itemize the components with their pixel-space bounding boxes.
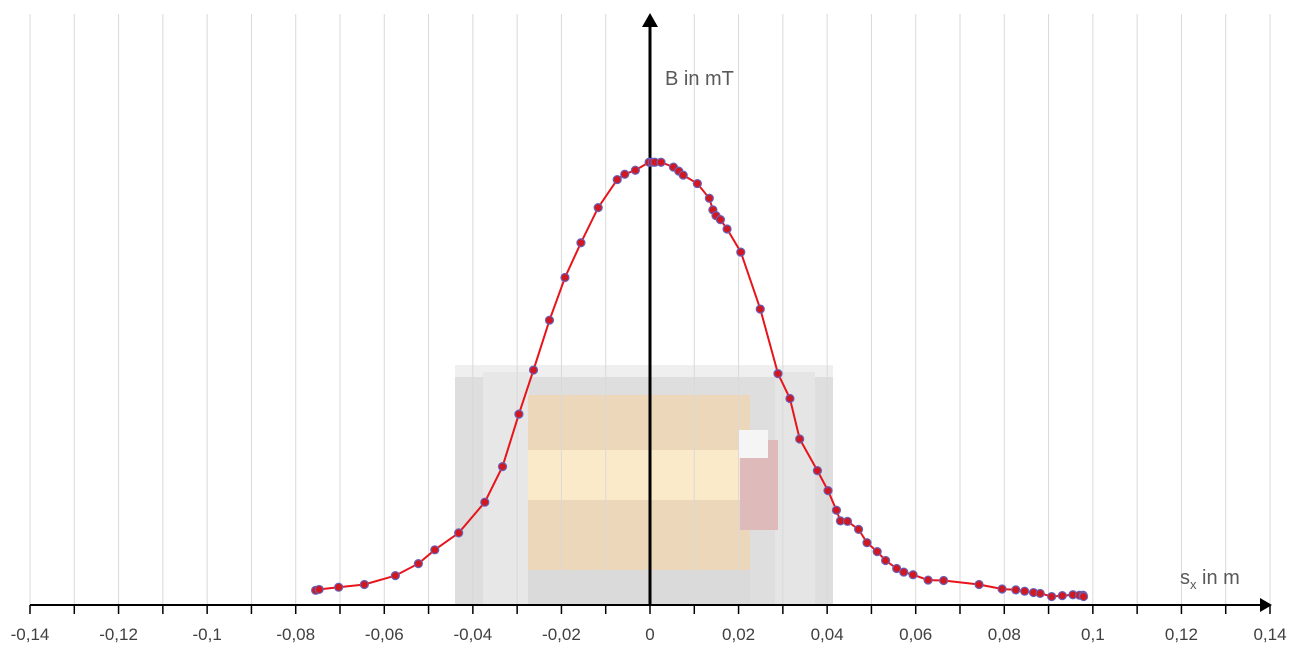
data-point — [480, 497, 490, 507]
coil-photo-backdrop — [455, 365, 833, 605]
data-point — [1020, 586, 1030, 596]
data-point — [678, 170, 688, 180]
data-point — [576, 238, 586, 248]
data-point — [692, 178, 702, 189]
x-axis-title: sx in m — [1180, 567, 1240, 592]
x-axis-tick-labels: -0,14 -0,12 -0,1 -0,08 -0,06 -0,04 -0,02 0 0,02 0… — [11, 625, 1287, 644]
x-tick-label: 0,1 — [1081, 625, 1105, 644]
data-point — [1011, 585, 1021, 595]
data-point — [842, 516, 853, 526]
data-point — [892, 563, 902, 574]
data-point — [390, 571, 400, 581]
data-point — [862, 538, 872, 548]
x-tick-label: -0,02 — [542, 625, 581, 644]
data-point — [593, 203, 603, 213]
x-tick-label: 0,12 — [1165, 625, 1198, 644]
x-tick-label: 0,06 — [899, 625, 932, 644]
data-point — [923, 575, 933, 585]
x-tick-label: 0,14 — [1253, 625, 1286, 644]
y-axis-title: B in mT — [665, 68, 734, 90]
data-point — [1057, 591, 1067, 601]
data-point — [823, 486, 833, 496]
data-point — [413, 559, 423, 569]
x-axis-arrowhead — [1260, 598, 1272, 612]
coil-photo-silver-block — [738, 430, 768, 458]
data-point — [736, 247, 746, 257]
data-point — [773, 369, 783, 379]
data-point — [939, 575, 949, 586]
x-tick-label: 0,08 — [988, 625, 1021, 644]
x-tick-label: 0,04 — [811, 625, 844, 644]
data-point — [880, 555, 891, 566]
x-tick-label: -0,06 — [365, 625, 404, 644]
data-point — [514, 409, 524, 419]
data-point — [528, 365, 539, 375]
data-point — [722, 224, 732, 234]
x-tick-label: -0,04 — [453, 625, 492, 644]
x-axis-title-suffix: in m — [1197, 567, 1240, 589]
vertical-gridlines — [29, 14, 1271, 605]
data-point — [974, 579, 984, 590]
coil-photo-red-cap — [740, 440, 778, 530]
coil-photo-right-flange — [775, 372, 815, 605]
data-point — [359, 579, 369, 590]
x-axis-title-main: s — [1180, 567, 1190, 589]
data-point — [656, 157, 666, 167]
x-tick-label: -0,08 — [276, 625, 315, 644]
data-point — [334, 582, 344, 592]
data-point — [785, 393, 795, 404]
data-point — [795, 434, 805, 444]
data-point — [314, 584, 324, 595]
coil-photo-winding-highlight — [528, 450, 750, 500]
data-point — [620, 169, 630, 179]
coil-photo — [455, 365, 833, 605]
data-point — [560, 272, 570, 283]
x-tick-label: -0,1 — [192, 625, 221, 644]
data-point — [612, 174, 622, 185]
data-point — [497, 462, 508, 472]
x-axis-ticks — [29, 605, 1271, 614]
axes — [30, 13, 1272, 612]
coil-photo-base — [528, 570, 750, 605]
data-point — [755, 304, 765, 314]
data-point — [715, 215, 726, 225]
data-point — [704, 193, 714, 203]
data-point — [430, 545, 440, 555]
data-point — [454, 528, 464, 538]
data-point — [812, 466, 823, 476]
data-point — [853, 524, 864, 534]
x-tick-label: -0,14 — [11, 625, 50, 644]
data-point — [908, 570, 918, 580]
data-point — [872, 546, 882, 557]
data-point — [1047, 591, 1057, 602]
coil-photo-winding — [528, 395, 750, 570]
data-point — [1035, 588, 1045, 599]
y-axis-arrowhead — [642, 13, 658, 27]
data-point — [630, 165, 640, 175]
data-point — [831, 505, 842, 515]
data-point — [1078, 591, 1089, 602]
data-point — [899, 567, 909, 577]
data-point — [997, 584, 1007, 594]
series-markers — [311, 157, 1089, 602]
x-tick-label: 0 — [645, 625, 654, 644]
data-point — [544, 315, 555, 325]
x-tick-label: 0,02 — [722, 625, 755, 644]
x-tick-label: -0,12 — [99, 625, 138, 644]
x-axis-title-subscript: x — [1190, 577, 1197, 592]
